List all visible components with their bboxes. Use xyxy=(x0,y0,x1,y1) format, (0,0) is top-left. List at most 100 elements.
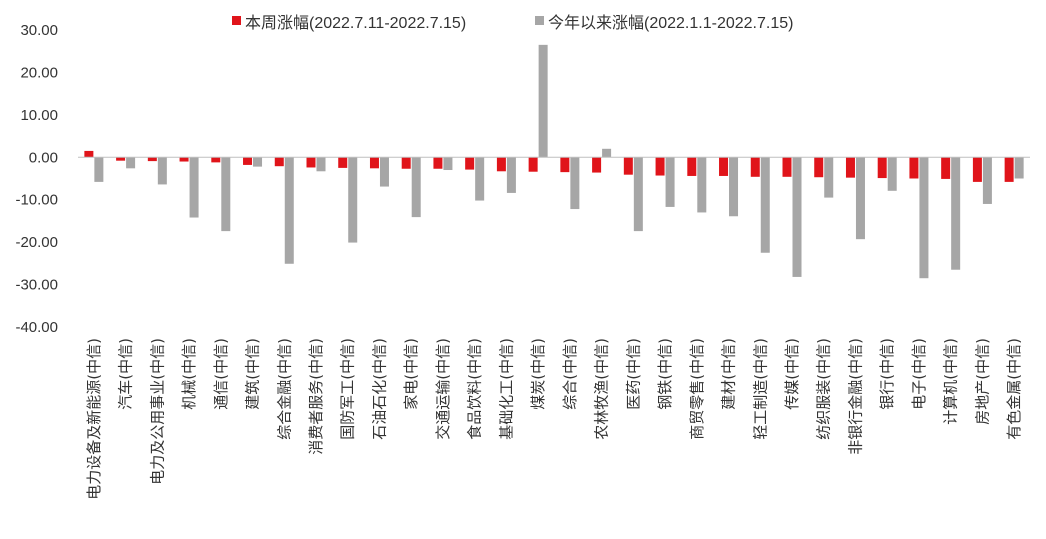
bar-weekly-6 xyxy=(274,157,284,167)
bar-ytd-27 xyxy=(951,157,961,270)
y-tick-label: -20.00 xyxy=(15,234,58,251)
bar-weekly-21 xyxy=(750,157,760,177)
legend: 本周涨幅(2022.7.11-2022.7.15) 今年以来涨幅(2022.1.… xyxy=(232,14,793,32)
x-tick-label: 农林牧渔(中信) xyxy=(593,338,611,440)
x-tick-label: 石油石化(中信) xyxy=(370,338,388,440)
x-tick-label: 电子(中信) xyxy=(910,338,928,410)
bar-weekly-4 xyxy=(211,157,221,163)
x-tick-label: 电力设备及新能源(中信) xyxy=(85,338,103,500)
bar-ytd-9 xyxy=(379,157,389,187)
x-tick-label: 综合金融(中信) xyxy=(275,338,293,440)
x-tick-label: 医药(中信) xyxy=(624,338,642,410)
bars xyxy=(84,44,1024,279)
y-tick-label: 20.00 xyxy=(20,64,58,81)
bar-ytd-19 xyxy=(697,157,707,213)
bar-weekly-14 xyxy=(528,157,538,172)
y-tick-label: 10.00 xyxy=(20,107,58,124)
bar-weekly-7 xyxy=(306,157,316,168)
bar-ytd-15 xyxy=(570,157,580,210)
bar-weekly-20 xyxy=(719,157,729,176)
bar-weekly-18 xyxy=(655,157,665,176)
x-tick-label: 消费者服务(中信) xyxy=(307,338,325,455)
legend-label-weekly: 本周涨幅(2022.7.11-2022.7.15) xyxy=(245,14,466,32)
x-tick-label: 钢铁(中信) xyxy=(656,338,674,410)
bar-ytd-26 xyxy=(919,157,929,279)
x-tick-label: 传媒(中信) xyxy=(783,338,801,410)
bar-weekly-22 xyxy=(782,157,792,177)
x-tick-label: 机械(中信) xyxy=(180,338,198,410)
x-tick-label: 银行(中信) xyxy=(878,338,896,410)
x-tick-label: 国防军工(中信) xyxy=(339,338,357,440)
bar-weekly-1 xyxy=(116,157,126,161)
bar-weekly-11 xyxy=(433,157,443,169)
bar-weekly-19 xyxy=(687,157,697,176)
bar-ytd-25 xyxy=(887,157,897,191)
bar-ytd-28 xyxy=(982,157,992,204)
x-tick-label: 计算机(中信) xyxy=(942,338,960,425)
bar-weekly-17 xyxy=(623,157,633,175)
bar-weekly-24 xyxy=(845,157,855,178)
legend-swatch-ytd xyxy=(535,16,544,25)
bar-weekly-15 xyxy=(560,157,570,173)
x-tick-label: 建材(中信) xyxy=(720,338,738,410)
bar-ytd-24 xyxy=(855,157,865,240)
bar-weekly-8 xyxy=(338,157,348,168)
bar-ytd-16 xyxy=(602,148,612,158)
x-tick-label: 轻工制造(中信) xyxy=(751,338,769,440)
bar-ytd-13 xyxy=(506,157,516,193)
bar-ytd-23 xyxy=(824,157,834,198)
bar-ytd-0 xyxy=(94,157,104,182)
x-tick-label: 有色金属(中信) xyxy=(1005,338,1023,440)
y-tick-label: 0.00 xyxy=(29,149,58,166)
bar-ytd-20 xyxy=(729,157,739,217)
bar-weekly-9 xyxy=(369,157,379,169)
bar-weekly-25 xyxy=(877,157,887,179)
x-tick-label: 通信(中信) xyxy=(212,338,230,410)
x-tick-label: 食品饮料(中信) xyxy=(466,338,484,440)
bar-weekly-27 xyxy=(941,157,951,179)
bar-ytd-22 xyxy=(792,157,802,277)
bar-ytd-29 xyxy=(1014,157,1024,179)
bar-ytd-14 xyxy=(538,44,548,158)
bar-ytd-8 xyxy=(348,157,358,243)
y-tick-label: -40.00 xyxy=(15,319,58,336)
bar-ytd-11 xyxy=(443,157,453,171)
bar-ytd-18 xyxy=(665,157,675,207)
bar-weekly-16 xyxy=(592,157,602,173)
bar-ytd-1 xyxy=(126,157,136,169)
x-tick-label: 房地产(中信) xyxy=(973,338,991,425)
bar-weekly-26 xyxy=(909,157,919,179)
x-tick-label: 电力及公用事业(中信) xyxy=(148,338,166,485)
x-tick-label: 家电(中信) xyxy=(402,338,420,410)
bar-weekly-28 xyxy=(972,157,982,182)
bar-ytd-3 xyxy=(189,157,199,218)
bar-ytd-2 xyxy=(157,157,167,185)
x-tick-label: 基础化工(中信) xyxy=(497,338,515,440)
bar-weekly-23 xyxy=(814,157,824,178)
bar-weekly-5 xyxy=(243,157,253,165)
bar-ytd-10 xyxy=(411,157,421,218)
bar-weekly-3 xyxy=(179,157,189,162)
bar-weekly-10 xyxy=(401,157,411,169)
x-tick-label: 汽车(中信) xyxy=(117,338,135,410)
bar-ytd-12 xyxy=(475,157,485,201)
bar-ytd-17 xyxy=(633,157,643,232)
legend-label-ytd: 今年以来涨幅(2022.1.1-2022.7.15) xyxy=(548,14,793,32)
x-tick-label: 纺织服装(中信) xyxy=(815,338,833,440)
x-axis-labels: 电力设备及新能源(中信) 汽车(中信) 电力及公用事业(中信) 机械(中信) 通信(中信… xyxy=(85,338,1023,500)
y-tick-label: -30.00 xyxy=(15,277,58,294)
y-tick-label: 30.00 xyxy=(20,22,58,39)
bar-weekly-0 xyxy=(84,150,94,158)
x-tick-label: 商贸零售(中信) xyxy=(688,338,706,440)
bar-ytd-4 xyxy=(221,157,231,232)
bar-ytd-7 xyxy=(316,157,326,172)
bar-ytd-21 xyxy=(760,157,770,253)
bar-ytd-5 xyxy=(253,157,263,167)
x-tick-label: 非银行金融(中信) xyxy=(846,338,864,455)
y-axis: 30.00 20.00 10.00 0.00 -10.00 -20.00 -30.00 -40… xyxy=(15,22,58,336)
x-tick-label: 综合(中信) xyxy=(561,338,579,410)
x-tick-label: 煤炭(中信) xyxy=(529,338,547,410)
bar-ytd-6 xyxy=(284,157,294,264)
bar-weekly-12 xyxy=(465,157,475,170)
